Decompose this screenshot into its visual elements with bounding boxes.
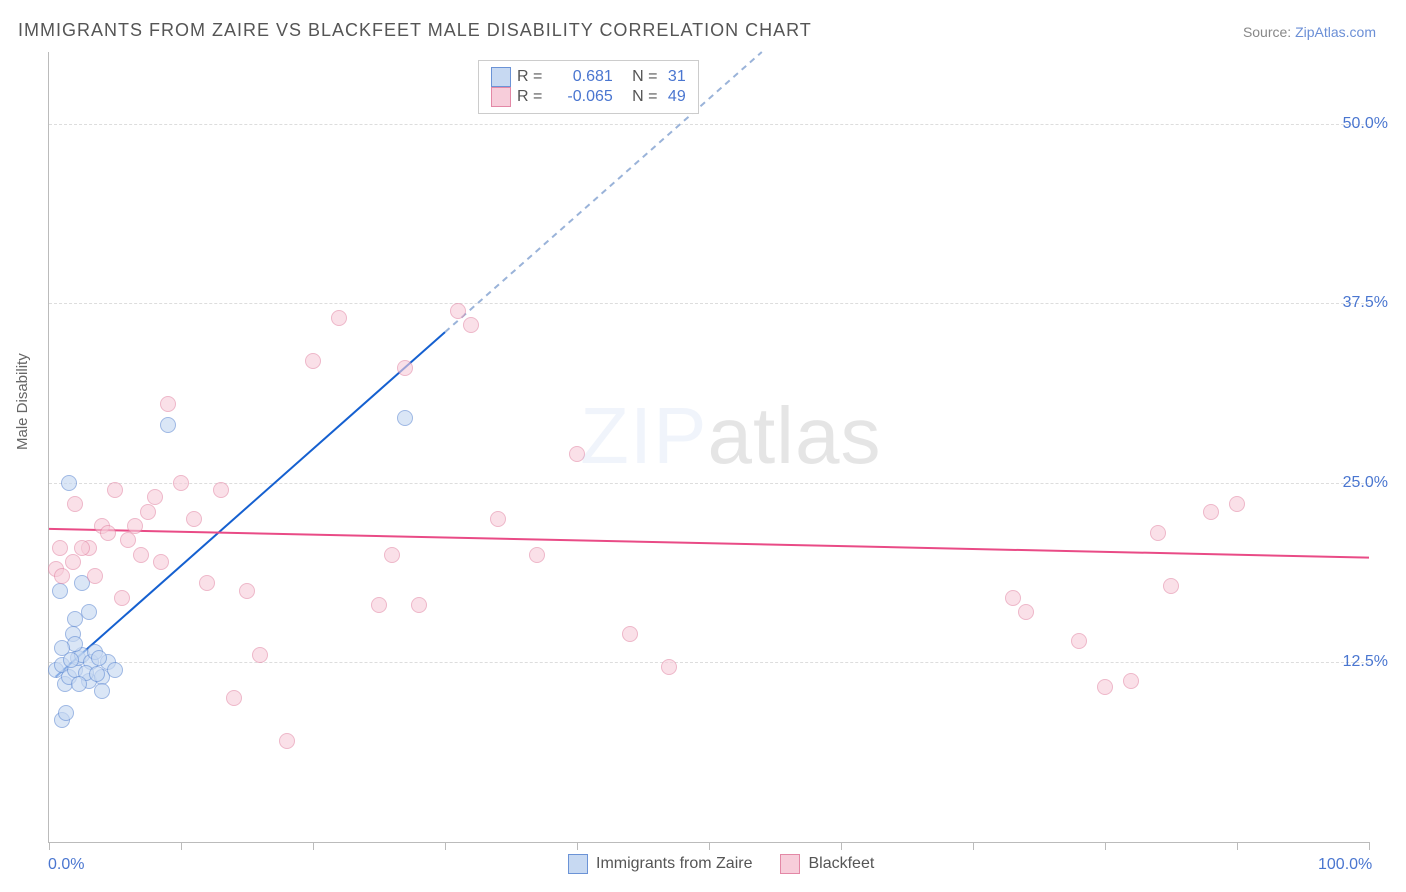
data-point-blackfeet <box>1005 590 1021 606</box>
legend-swatch <box>568 854 588 874</box>
data-point-blackfeet <box>213 482 229 498</box>
data-point-blackfeet <box>140 504 156 520</box>
data-point-blackfeet <box>397 360 413 376</box>
data-point-blackfeet <box>67 496 83 512</box>
legend-swatch <box>780 854 800 874</box>
x-tick-label: 100.0% <box>1318 856 1372 874</box>
data-point-blackfeet <box>450 303 466 319</box>
trend-layer <box>49 52 1369 842</box>
data-point-blackfeet <box>114 590 130 606</box>
data-point-blackfeet <box>411 597 427 613</box>
data-point-blackfeet <box>490 511 506 527</box>
x-tick <box>841 842 842 850</box>
data-point-blackfeet <box>661 659 677 675</box>
x-tick <box>577 842 578 850</box>
source-link[interactable]: ZipAtlas.com <box>1295 24 1376 40</box>
data-point-blackfeet <box>226 690 242 706</box>
data-point-blackfeet <box>153 554 169 570</box>
data-point-blackfeet <box>569 446 585 462</box>
data-point-blackfeet <box>54 568 70 584</box>
data-point-zaire <box>94 683 110 699</box>
chart-title: IMMIGRANTS FROM ZAIRE VS BLACKFEET MALE … <box>18 20 812 41</box>
y-tick-label: 37.5% <box>1343 294 1388 312</box>
legend-item-zaire: Immigrants from Zaire <box>568 854 752 874</box>
data-point-blackfeet <box>127 518 143 534</box>
data-point-zaire <box>397 410 413 426</box>
data-point-blackfeet <box>1150 525 1166 541</box>
data-point-blackfeet <box>186 511 202 527</box>
legend-row-zaire: R = 0.681 N = 31 <box>491 67 686 87</box>
data-point-blackfeet <box>371 597 387 613</box>
x-tick <box>445 842 446 850</box>
x-tick <box>1237 842 1238 850</box>
data-point-blackfeet <box>173 475 189 491</box>
data-point-blackfeet <box>74 540 90 556</box>
y-tick-label: 12.5% <box>1343 653 1388 671</box>
data-point-blackfeet <box>252 647 268 663</box>
data-point-blackfeet <box>331 310 347 326</box>
x-tick <box>1369 842 1370 850</box>
x-tick-label: 0.0% <box>48 856 84 874</box>
data-point-blackfeet <box>305 353 321 369</box>
data-point-blackfeet <box>1018 604 1034 620</box>
legend-swatch <box>491 67 511 87</box>
x-tick <box>49 842 50 850</box>
data-point-blackfeet <box>1203 504 1219 520</box>
data-point-zaire <box>61 475 77 491</box>
plot-area <box>48 52 1369 843</box>
x-tick <box>181 842 182 850</box>
data-point-zaire <box>91 650 107 666</box>
data-point-blackfeet <box>1123 673 1139 689</box>
y-axis-label: Male Disability <box>14 353 31 450</box>
data-point-zaire <box>107 662 123 678</box>
data-point-blackfeet <box>463 317 479 333</box>
series-legend: Immigrants from Zaire Blackfeet <box>568 854 874 874</box>
data-point-blackfeet <box>384 547 400 563</box>
x-tick <box>313 842 314 850</box>
data-point-blackfeet <box>1229 496 1245 512</box>
data-point-zaire <box>52 583 68 599</box>
data-point-blackfeet <box>160 396 176 412</box>
data-point-blackfeet <box>239 583 255 599</box>
data-point-blackfeet <box>100 525 116 541</box>
data-point-zaire <box>63 652 79 668</box>
data-point-blackfeet <box>199 575 215 591</box>
data-point-zaire <box>160 417 176 433</box>
y-tick-label: 50.0% <box>1343 115 1388 133</box>
data-point-blackfeet <box>1097 679 1113 695</box>
data-point-blackfeet <box>65 554 81 570</box>
data-point-zaire <box>58 705 74 721</box>
data-point-zaire <box>67 611 83 627</box>
legend-item-blackfeet: Blackfeet <box>780 854 874 874</box>
data-point-blackfeet <box>1163 578 1179 594</box>
data-point-blackfeet <box>279 733 295 749</box>
data-point-zaire <box>89 666 105 682</box>
y-tick-label: 25.0% <box>1343 474 1388 492</box>
legend-row-blackfeet: R = -0.065 N = 49 <box>491 87 686 107</box>
legend-swatch <box>491 87 511 107</box>
data-point-blackfeet <box>87 568 103 584</box>
data-point-blackfeet <box>529 547 545 563</box>
source-label: Source: ZipAtlas.com <box>1243 24 1376 40</box>
data-point-blackfeet <box>1071 633 1087 649</box>
x-tick <box>709 842 710 850</box>
correlation-legend: R = 0.681 N = 31R = -0.065 N = 49 <box>478 60 699 114</box>
x-tick <box>1105 842 1106 850</box>
data-point-blackfeet <box>52 540 68 556</box>
x-tick <box>973 842 974 850</box>
data-point-blackfeet <box>120 532 136 548</box>
data-point-zaire <box>71 676 87 692</box>
data-point-blackfeet <box>107 482 123 498</box>
data-point-blackfeet <box>133 547 149 563</box>
data-point-blackfeet <box>622 626 638 642</box>
